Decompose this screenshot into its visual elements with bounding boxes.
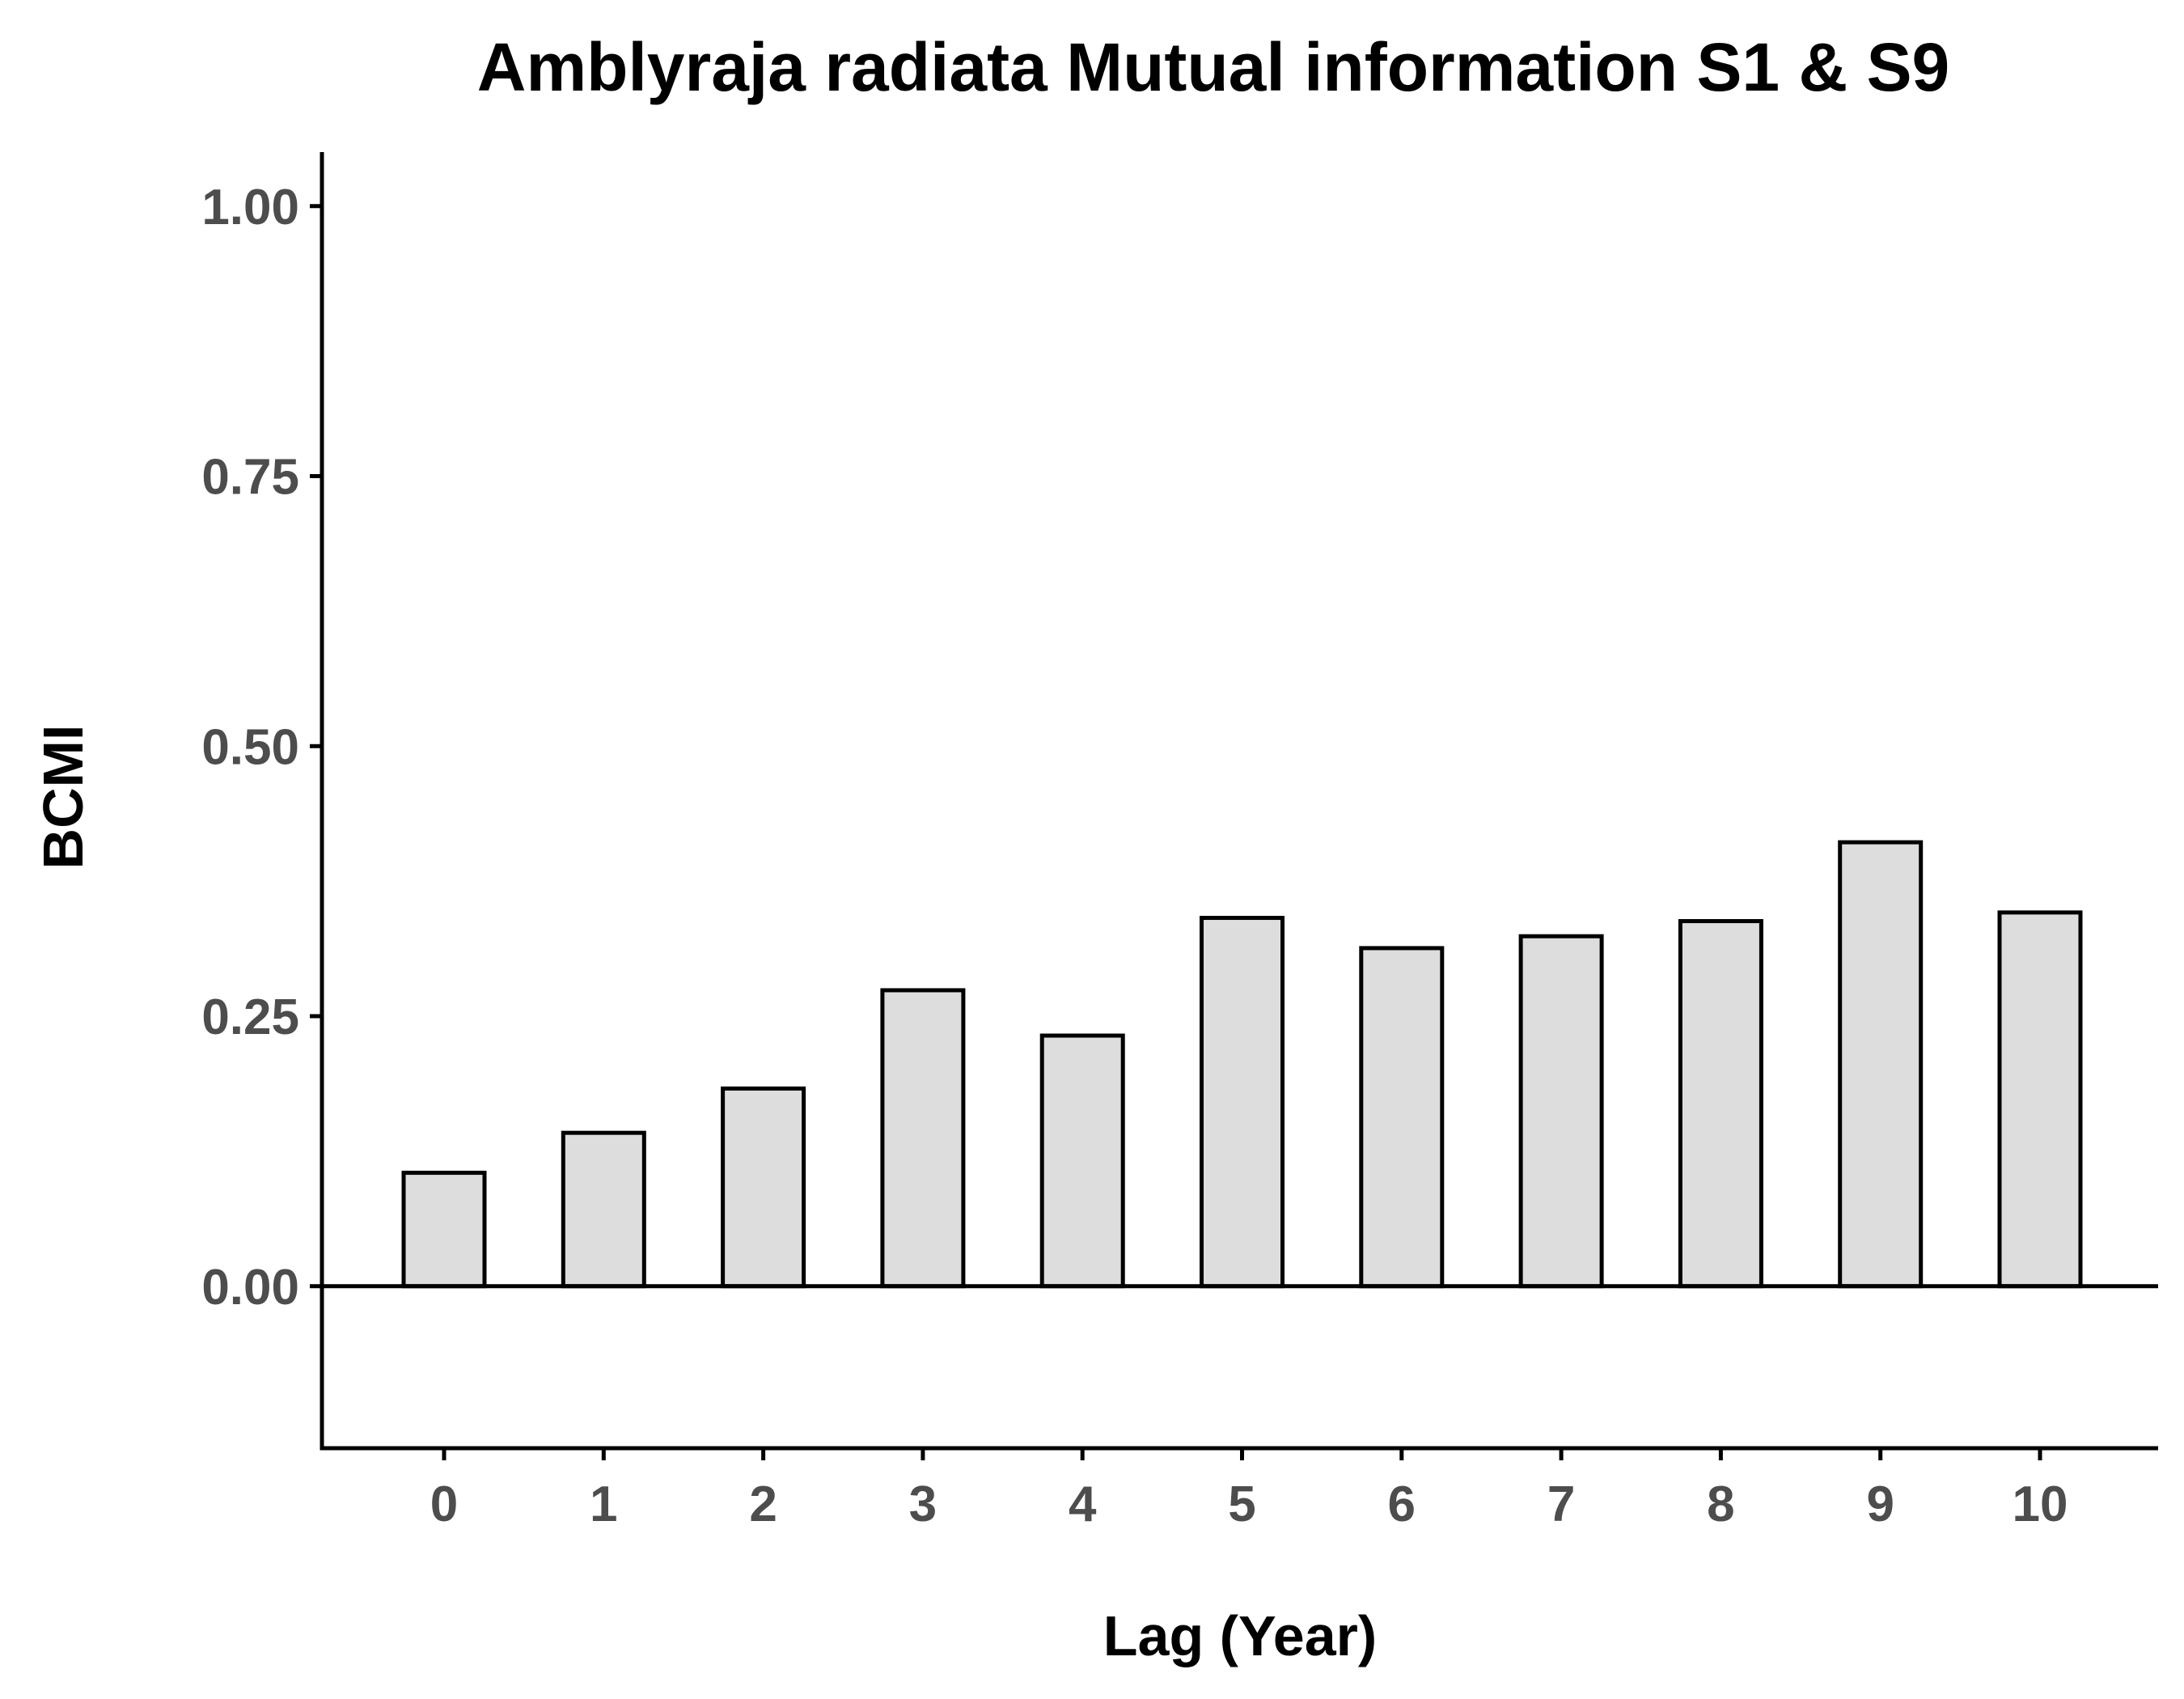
bar-lag-8 — [1678, 919, 1763, 1289]
x-axis-ticks: 0 1 2 3 4 5 6 7 8 9 10 — [430, 1448, 2068, 1532]
x-tick-label: 0 — [430, 1477, 458, 1532]
bar-lag-2 — [721, 1086, 806, 1289]
y-tick-label: 0.50 — [201, 719, 299, 775]
bar-lag-1 — [561, 1130, 646, 1289]
x-tick-label: 5 — [1228, 1477, 1255, 1532]
x-tick-label: 2 — [749, 1477, 777, 1532]
y-tick-label: 0.25 — [201, 989, 299, 1045]
x-axis-title: Lag (Year) — [1103, 1604, 1377, 1667]
x-tick-label: 10 — [2013, 1477, 2068, 1532]
x-tick-label: 6 — [1388, 1477, 1416, 1532]
y-tick-label: 0.75 — [201, 450, 299, 506]
bar-lag-0 — [401, 1171, 487, 1289]
bar-lag-10 — [1997, 910, 2083, 1289]
bar-lag-3 — [880, 988, 966, 1289]
y-axis-title: BCMI — [32, 725, 95, 870]
y-tick-label: 0.00 — [201, 1260, 299, 1316]
bar-lag-7 — [1518, 934, 1604, 1289]
bar-lag-5 — [1200, 916, 1285, 1289]
x-tick-label: 8 — [1707, 1477, 1734, 1532]
bar-lag-4 — [1039, 1033, 1125, 1289]
x-tick-label: 9 — [1866, 1477, 1894, 1532]
bar-lag-9 — [1838, 840, 1924, 1289]
chart-title: Amblyraja radiata Mutual information S1 … — [477, 29, 1949, 105]
y-axis-ticks: 0.00 0.25 0.50 0.75 1.00 — [201, 180, 322, 1316]
x-tick-label: 4 — [1069, 1477, 1097, 1532]
bars-layer — [401, 840, 2083, 1289]
y-tick-label: 1.00 — [201, 180, 299, 235]
x-tick-label: 7 — [1547, 1477, 1575, 1532]
x-tick-label: 1 — [590, 1477, 617, 1532]
x-tick-label: 3 — [909, 1477, 937, 1532]
bar-lag-6 — [1359, 946, 1445, 1289]
